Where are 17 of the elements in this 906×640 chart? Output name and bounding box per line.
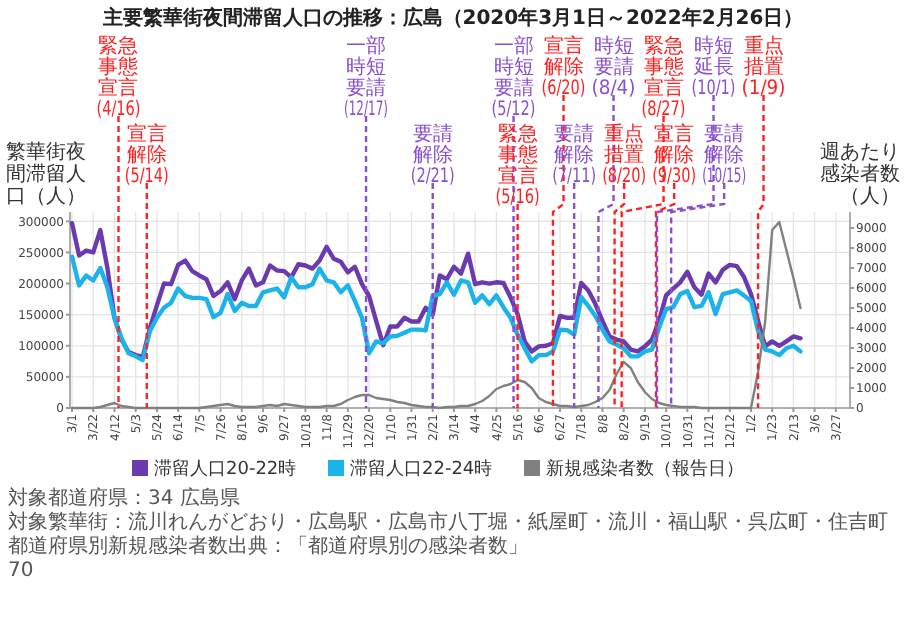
text: 対象都道府県：34 広島県	[8, 486, 240, 510]
ref-line-label: 一部時短要請(12/17)	[344, 34, 418, 121]
text: 都道府県別新規感染者数出典：「都道府県別の感染者数」	[8, 534, 528, 558]
ref-line-label: 宣言解除(5/14)	[124, 122, 186, 188]
ref-line-label: 要請解除(10/15)	[702, 122, 776, 188]
legend-label: 新規感染者数（報告日）	[546, 458, 744, 481]
ref-line-label: 重点措置(1/9)	[741, 34, 790, 100]
chart-title: 主要繁華街夜間滞留人口の推移：広島（2020年3月1日～2022年2月26日）	[100, 6, 804, 30]
ref-line-label: 緊急事態宣言(4/16)	[96, 34, 158, 121]
legend-label: 滞留人口22-24時	[350, 458, 493, 481]
y2-axis-title: 週あたり感染者数（人）	[820, 142, 900, 208]
ref-line-label: 要請解除(2/21)	[410, 122, 472, 188]
legend-label: 滞留人口20-22時	[154, 458, 297, 481]
ref-line-label: 時短要請(8/4)	[591, 34, 640, 100]
y-axis-title: 繁華街夜間滞留人口（人）	[6, 140, 86, 208]
text: 対象繁華街：流川れんがどおり・広島駅・広島市八丁堀・紙屋町・流川・福山駅・呉広町・住吉町	[8, 510, 888, 534]
text: 70	[8, 560, 34, 582]
